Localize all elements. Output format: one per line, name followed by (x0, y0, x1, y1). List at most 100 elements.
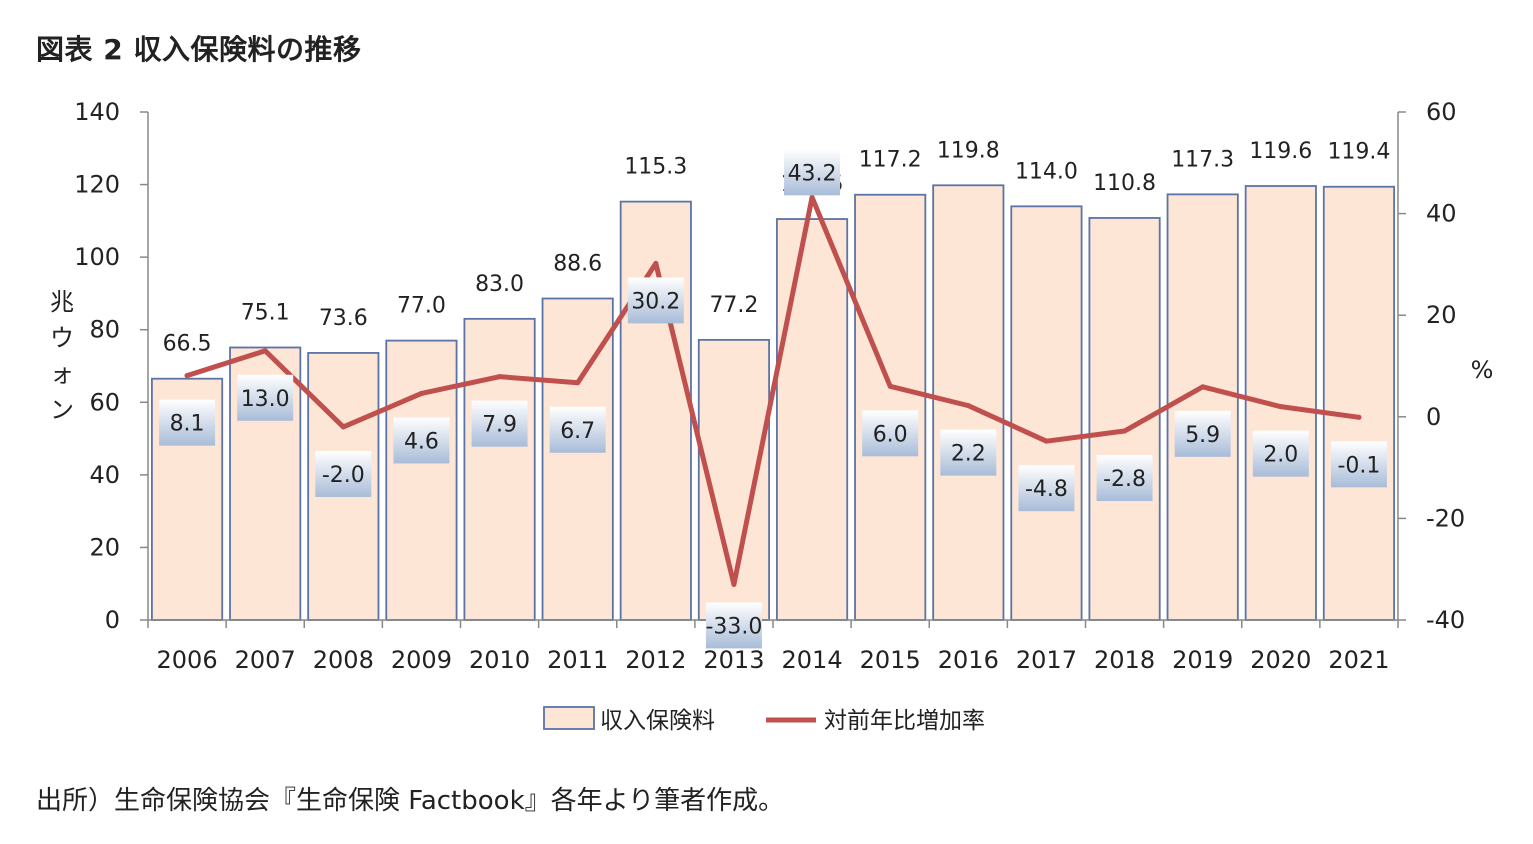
x-tick-label-2018: 2018 (1094, 646, 1155, 674)
legend-label-line: 対前年比増加率 (824, 708, 985, 734)
growth-label-text: -4.8 (1025, 477, 1068, 502)
growth-point-2011 (575, 380, 581, 386)
growth-label-text: 2.0 (1263, 443, 1298, 468)
growth-label-box (940, 429, 997, 476)
growth-point-2018 (1122, 428, 1128, 434)
bar-value-label-2012: 115.3 (624, 155, 687, 180)
bar-value-label-2011: 88.6 (553, 252, 602, 277)
right-tick-label: -20 (1426, 504, 1465, 532)
bar-value-label-2021: 119.4 (1327, 140, 1390, 165)
bar-2015 (854, 193, 927, 621)
x-tick-label-2009: 2009 (391, 646, 452, 674)
bar-2019 (1166, 193, 1239, 621)
growth-label-box (862, 410, 919, 457)
growth-point-2021 (1356, 414, 1362, 420)
growth-point-2016 (965, 403, 971, 409)
growth-point-2015 (887, 383, 893, 389)
bar-value-label-2007: 75.1 (241, 300, 290, 325)
growth-label-text: 4.6 (404, 429, 439, 454)
left-tick-label: 0 (105, 606, 120, 634)
x-tick-label-2017: 2017 (1016, 646, 1077, 674)
growth-point-2019 (1200, 384, 1206, 390)
growth-label-2014: 43.2 (784, 149, 841, 196)
growth-label-2013: -33.0 (705, 602, 762, 649)
bar-value-label-2016: 119.8 (937, 138, 1000, 163)
growth-label-2009: 4.6 (393, 417, 450, 464)
bar-value-label-2013: 77.2 (709, 293, 758, 318)
growth-label-text: 30.2 (631, 289, 680, 314)
right-axis-label: % (1471, 356, 1494, 384)
x-tick-label-2020: 2020 (1250, 646, 1311, 674)
x-tick-label-2008: 2008 (313, 646, 374, 674)
left-tick-label: 120 (74, 171, 120, 199)
bar-value-label-2018: 110.8 (1093, 171, 1156, 196)
growth-label-box (784, 149, 841, 196)
bar-value-label-2008: 73.6 (319, 306, 368, 331)
bar-value-label-2017: 114.0 (1015, 159, 1078, 184)
growth-label-text: 7.9 (482, 413, 517, 438)
growth-point-2009 (418, 390, 424, 396)
growth-label-text: -0.1 (1337, 453, 1380, 478)
growth-label-box (1330, 441, 1387, 488)
right-tick-label: 20 (1426, 301, 1457, 329)
growth-label-text: 6.7 (560, 419, 595, 444)
growth-point-2008 (340, 424, 346, 430)
chart-title: 図表 2 収入保険料の推移 (36, 33, 362, 66)
right-tick-label: 60 (1426, 98, 1457, 126)
growth-label-2017: -4.8 (1018, 465, 1075, 512)
growth-label-2010: 7.9 (471, 400, 528, 447)
growth-label-text: 13.0 (241, 387, 290, 412)
growth-label-2021: -0.1 (1330, 441, 1387, 488)
x-tick-label-2010: 2010 (469, 646, 530, 674)
left-tick-label: 20 (89, 533, 120, 561)
growth-point-2020 (1278, 404, 1284, 410)
left-tick-label: 40 (89, 461, 120, 489)
bar-2010 (463, 317, 536, 621)
growth-rate-line (184, 194, 1362, 587)
growth-label-box (1174, 410, 1231, 457)
growth-point-2017 (1043, 438, 1049, 444)
bar-value-label-2009: 77.0 (397, 294, 446, 319)
growth-label-2018: -2.8 (1096, 455, 1153, 502)
bar-2020 (1244, 185, 1317, 621)
growth-label-box (315, 450, 372, 497)
growth-label-box (1018, 465, 1075, 512)
growth-label-box (471, 400, 528, 447)
growth-point-2007 (262, 348, 268, 354)
growth-point-2014 (809, 194, 815, 200)
growth-label-box (549, 406, 606, 453)
bar-2014 (776, 218, 849, 621)
right-tick-label: -40 (1426, 606, 1465, 634)
bar-2016 (932, 184, 1005, 621)
source-note: 出所）生命保険協会『生命保険 Factbook』各年より筆者作成。 (36, 786, 785, 816)
x-tick-label-2007: 2007 (235, 646, 296, 674)
growth-label-box (1252, 430, 1309, 477)
left-tick-label: 140 (74, 98, 120, 126)
x-tick-label-2012: 2012 (625, 646, 686, 674)
x-tick-label-2015: 2015 (860, 646, 921, 674)
right-tick-label: 0 (1426, 403, 1441, 431)
x-tick-label-2016: 2016 (938, 646, 999, 674)
left-tick-label: 100 (74, 243, 120, 271)
growth-label-2007: 13.0 (237, 374, 294, 421)
left-axis-label-char: 兆 (50, 288, 74, 316)
bar-value-label-2019: 117.3 (1171, 147, 1234, 172)
growth-label-text: 5.9 (1185, 423, 1220, 448)
growth-point-2010 (497, 374, 503, 380)
growth-label-2012: 30.2 (627, 277, 684, 324)
growth-label-box (393, 417, 450, 464)
left-axis-label-char: ォ (50, 360, 74, 388)
growth-label-text: 2.2 (951, 442, 986, 467)
growth-label-text: 8.1 (170, 412, 205, 437)
growth-point-2006 (184, 373, 190, 379)
bar-value-label-2015: 117.2 (859, 148, 922, 173)
growth-label-text: -33.0 (705, 614, 762, 639)
bar-value-label-2020: 119.6 (1249, 139, 1312, 164)
growth-label-text: -2.8 (1103, 467, 1146, 492)
x-tick-label-2006: 2006 (157, 646, 218, 674)
bar-2017 (1010, 205, 1083, 621)
growth-label-box (159, 399, 216, 446)
growth-label-2008: -2.0 (315, 450, 372, 497)
growth-label-box (1096, 455, 1153, 502)
growth-label-box (237, 374, 294, 421)
